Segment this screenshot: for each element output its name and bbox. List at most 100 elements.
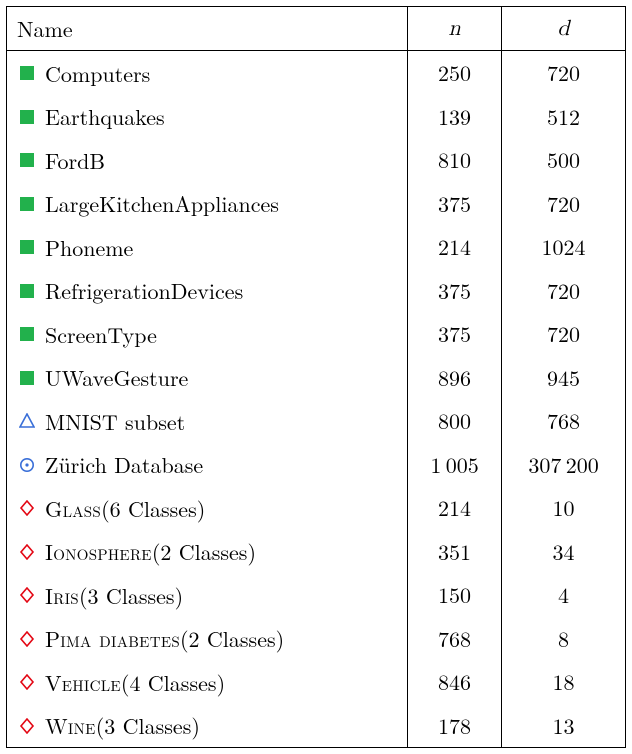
cell-n: 896 [408,356,502,400]
row-label: FordB [45,145,105,176]
row-label: Earthquakes [45,101,165,132]
triangle-icon [17,413,37,429]
cell-n: 178 [408,704,502,748]
square-icon [17,239,37,255]
cell-name: Earthquakes [7,95,408,139]
diamond-icon [17,500,37,516]
row-label: Phoneme [45,232,133,263]
header-n-text: n [448,18,460,40]
cell-name: Wine (3 Classes) [7,704,408,748]
table-row: UWaveGesture 896945 [7,356,626,400]
table-row: Iris (3 Classes)1504 [7,573,626,617]
cell-n: 375 [408,182,502,226]
row-suffix: (2 Classes) [180,623,284,654]
row-suffix: (6 Classes) [101,493,205,524]
cell-n: 768 [408,617,502,661]
row-label: Iris [45,580,79,611]
table-row: Phoneme 2141024 [7,225,626,269]
diamond-icon [17,587,37,603]
square-icon [17,196,37,212]
square-icon [17,109,37,125]
cell-n: 375 [408,312,502,356]
cell-name: ScreenType [7,312,408,356]
row-label: Wine [45,710,96,741]
table-row: Pima diabetes (2 Classes)7688 [7,617,626,661]
cell-name: Pima diabetes (2 Classes) [7,617,408,661]
cell-n: 846 [408,660,502,704]
row-suffix: (3 Classes) [96,710,200,741]
cell-name: Zürich Database [7,443,408,487]
header-d: d [502,7,626,51]
header-d-text: d [557,18,569,40]
diamond-icon [17,718,37,734]
square-icon [17,283,37,299]
cell-d: 720 [502,312,626,356]
square-icon [17,65,37,81]
cell-n: 810 [408,138,502,182]
cell-name: RefrigerationDevices [7,269,408,313]
square-icon [17,370,37,386]
table-row: Ionosphere (2 Classes)35134 [7,530,626,574]
row-label: Vehicle [45,667,121,698]
table-row: Earthquakes 139512 [7,95,626,139]
diamond-icon [17,544,37,560]
row-label: UWaveGesture [45,362,188,393]
table-body: Computers250720Earthquakes139512FordB810… [7,51,626,748]
square-icon [17,326,37,342]
cell-n: 351 [408,530,502,574]
cell-n: 800 [408,399,502,443]
row-suffix: (4 Classes) [121,667,225,698]
header-n: n [408,7,502,51]
cell-n: 214 [408,486,502,530]
cell-d: 8 [502,617,626,661]
cell-name: LargeKitchenAppliances [7,182,408,226]
row-label: MNIST subset [45,406,185,437]
cell-name: Ionosphere (2 Classes) [7,530,408,574]
row-suffix: (3 Classes) [79,580,183,611]
cell-d: 307 200 [502,443,626,487]
header-name-text: Name [17,13,73,44]
table-row: Computers250720 [7,51,626,95]
cell-d: 500 [502,138,626,182]
cell-d: 4 [502,573,626,617]
circledot-icon [17,457,37,473]
table-row: Vehicle (4 Classes)84618 [7,660,626,704]
diamond-icon [17,631,37,647]
row-label: Pima diabetes [45,623,180,654]
table-row: ScreenType 375720 [7,312,626,356]
cell-n: 250 [408,51,502,95]
cell-d: 768 [502,399,626,443]
datasets-table: Name n d Computers 250 720 Earthquakes 13951… [6,6,626,748]
cell-d: 945 [502,356,626,400]
cell-n: 139 [408,95,502,139]
cell-n: 1 005 [408,443,502,487]
cell-n: 150 [408,573,502,617]
cell-name: Glass (6 Classes) [7,486,408,530]
cell-d: 512 [502,95,626,139]
cell-n: 214 [408,225,502,269]
row-label: Glass [45,493,101,524]
row-label: Computers [45,58,150,89]
table-row: Wine (3 Classes)17813 [7,704,626,748]
cell-name: FordB [7,138,408,182]
table-row: Glass (6 Classes)21410 [7,486,626,530]
cell-name: Vehicle (4 Classes) [7,660,408,704]
cell-name: Phoneme [7,225,408,269]
header-name: Name [7,7,408,51]
square-icon [17,152,37,168]
cell-name: MNIST subset [7,399,408,443]
diamond-icon [17,674,37,690]
row-label: Ionosphere [45,536,152,567]
cell-d: 10 [502,486,626,530]
row-label: RefrigerationDevices [45,275,243,306]
table-row: FordB 810500 [7,138,626,182]
table-row: Zürich Database 1 005307 200 [7,443,626,487]
cell-name: Iris (3 Classes) [7,573,408,617]
row-label: Zürich Database [45,449,203,480]
cell-d: 1024 [502,225,626,269]
cell-n: 375 [408,269,502,313]
row-label: ScreenType [45,319,157,350]
cell-d: 18 [502,660,626,704]
row-suffix: (2 Classes) [152,536,256,567]
table-row: MNIST subset 800768 [7,399,626,443]
